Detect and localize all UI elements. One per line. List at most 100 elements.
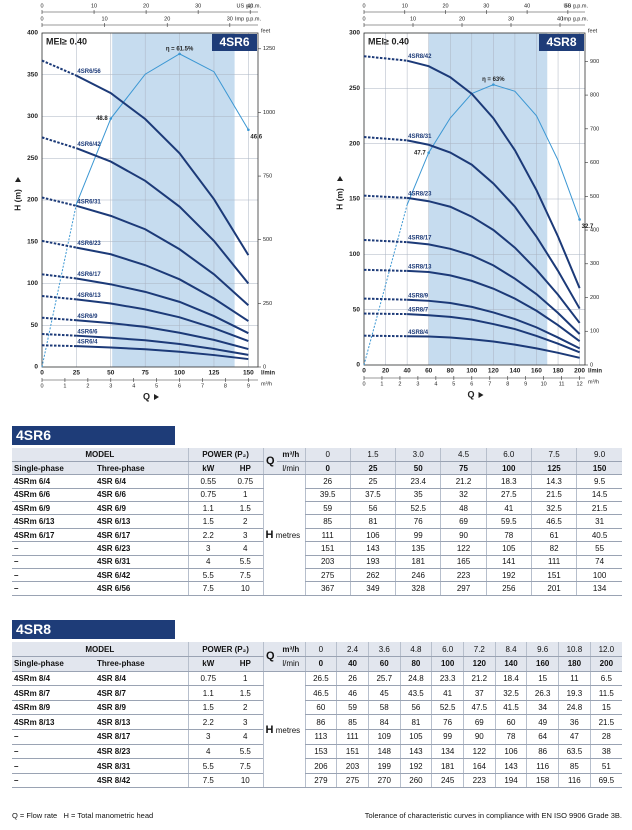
- y2-tick-label: 100: [590, 329, 599, 335]
- head-value: 41: [485, 501, 532, 516]
- q-m3h: 4.8: [399, 642, 432, 658]
- y-tick-label: 0: [356, 362, 360, 369]
- y2-tick-label: 800: [590, 93, 599, 99]
- data-row: 4SRm 6/6 4SR 6/6 0.75 1 39.5 37.5 35 32 27.5 21.5…: [12, 488, 622, 503]
- x-tick-label: 80: [447, 368, 455, 375]
- head-value: 46: [336, 685, 369, 701]
- three-model: 4SR 8/13: [95, 714, 189, 731]
- y-label-arrow: [337, 176, 343, 181]
- head-value: 206: [304, 758, 337, 774]
- data-row: 4SRm 8/4 4SR 8/4 0.75 1 H metres 26.5 26 25.7 24…: [12, 671, 622, 789]
- q-lmin: 180: [558, 656, 591, 672]
- bottom2-tick-label: 4: [132, 383, 135, 389]
- kw: 0.75: [187, 671, 229, 687]
- q-lmin: 150: [576, 461, 622, 476]
- single-model: 4SRm 6/6: [12, 488, 95, 503]
- hp: 7.5: [228, 758, 264, 774]
- head-value: 24.8: [558, 700, 591, 716]
- y2-unit: feet: [588, 28, 598, 34]
- top-tick-label: 40: [247, 3, 253, 9]
- single-header: Single-phase: [12, 461, 95, 476]
- head-value: 69: [440, 514, 487, 529]
- head-value: 86: [526, 744, 559, 760]
- head-value: 256: [485, 581, 532, 596]
- head-value: 26: [336, 671, 369, 687]
- chart-title: 4SR8: [546, 35, 576, 49]
- q-m3h: 0: [304, 642, 337, 658]
- top-tick-label: 40: [524, 3, 530, 9]
- head-value: 46.5: [530, 514, 577, 529]
- y-tick-label: 150: [27, 238, 38, 245]
- curve-label: 4SR6/42: [77, 142, 101, 148]
- top-tick-label: 30: [227, 16, 233, 22]
- bottom2-tick-label: 6: [178, 383, 181, 389]
- head-value: 38: [589, 744, 622, 760]
- head-value: 113: [304, 729, 337, 745]
- pump-curve: [76, 277, 249, 335]
- y2-tick-label: 250: [263, 301, 272, 307]
- bottom2-tick-label: 7: [488, 381, 491, 387]
- efficiency-curve: [363, 204, 408, 366]
- pump-curve: [363, 334, 408, 338]
- y2-tick-label: 200: [590, 295, 599, 301]
- y-tick-label: 200: [349, 140, 360, 147]
- head-value: 24.8: [399, 671, 432, 687]
- x-label-arrow: [154, 394, 159, 400]
- head-value: 27.5: [485, 488, 532, 503]
- x-unit: l/min: [261, 371, 275, 377]
- kw: 5.5: [187, 758, 229, 774]
- head-value: 34: [526, 700, 559, 716]
- bottom2-tick-label: 0: [40, 383, 43, 389]
- q-lmin: 120: [462, 656, 496, 672]
- hp: 3: [228, 714, 264, 731]
- head-value: 100: [576, 568, 622, 583]
- head-value: 56: [399, 700, 432, 716]
- hp: 4: [228, 541, 264, 556]
- bottom2-tick-label: 3: [109, 383, 112, 389]
- q-m3h: 0: [304, 448, 351, 462]
- curve-label: 4SR6/9: [77, 314, 98, 320]
- y2-tick-label: 700: [590, 126, 599, 132]
- three-model: 4SR 6/17: [95, 528, 189, 543]
- bottom2-tick-label: 1: [380, 381, 383, 387]
- power-header: POWER (P₂): [187, 448, 264, 462]
- data-row: –4SR 8/31 5.5 7.5 206 203 199 192 181 164 143 116 8…: [12, 758, 622, 774]
- x-tick-label: 75: [142, 370, 150, 377]
- top-tick-label: 0: [362, 16, 365, 22]
- head-value: 203: [304, 555, 351, 570]
- head-value: 11.5: [589, 685, 622, 701]
- x-tick-label: 125: [209, 370, 220, 377]
- table-title: 4SR8: [12, 620, 175, 639]
- head-value: 41: [431, 685, 464, 701]
- q-lmin: 100: [485, 461, 532, 476]
- curve-label: 4SR8/4: [408, 330, 429, 336]
- head-value: 199: [367, 758, 401, 774]
- head-value: 134: [431, 744, 464, 760]
- head-value: 76: [431, 714, 464, 731]
- pump-curve: [41, 59, 77, 77]
- bottom2-tick-label: 12: [577, 381, 583, 387]
- top-tick-label: 50: [565, 3, 571, 9]
- pump-curve: [76, 246, 249, 322]
- pump-curve: [75, 74, 250, 256]
- pump-curve: [41, 333, 77, 337]
- bottom2-tick-label: 10: [541, 381, 547, 387]
- three-model: 4SR 8/42: [95, 773, 189, 789]
- head-value: 223: [462, 773, 496, 789]
- mei-label: MEI≥ 0.40: [368, 36, 409, 46]
- curve-label: 4SR6/13: [77, 293, 101, 299]
- data-row: 4SRm 6/13 4SR 6/13 1.5 2 85 81 76 69 59.5 46.5 31: [12, 514, 622, 529]
- q-m3h: 12.0: [589, 642, 622, 658]
- title-badge: [212, 34, 257, 51]
- y-tick-label: 250: [27, 155, 38, 162]
- x-label-arrow: [478, 392, 484, 398]
- single-model: 4SRm 8/9: [12, 700, 95, 716]
- pump-curve: [407, 298, 581, 350]
- head-value: 262: [349, 568, 396, 583]
- pump-curve: [363, 297, 408, 301]
- q-label: Q: [262, 642, 278, 672]
- three-model: 4SR 6/31: [95, 555, 189, 570]
- kw: 7.5: [187, 773, 229, 789]
- head-value: 192: [399, 758, 432, 774]
